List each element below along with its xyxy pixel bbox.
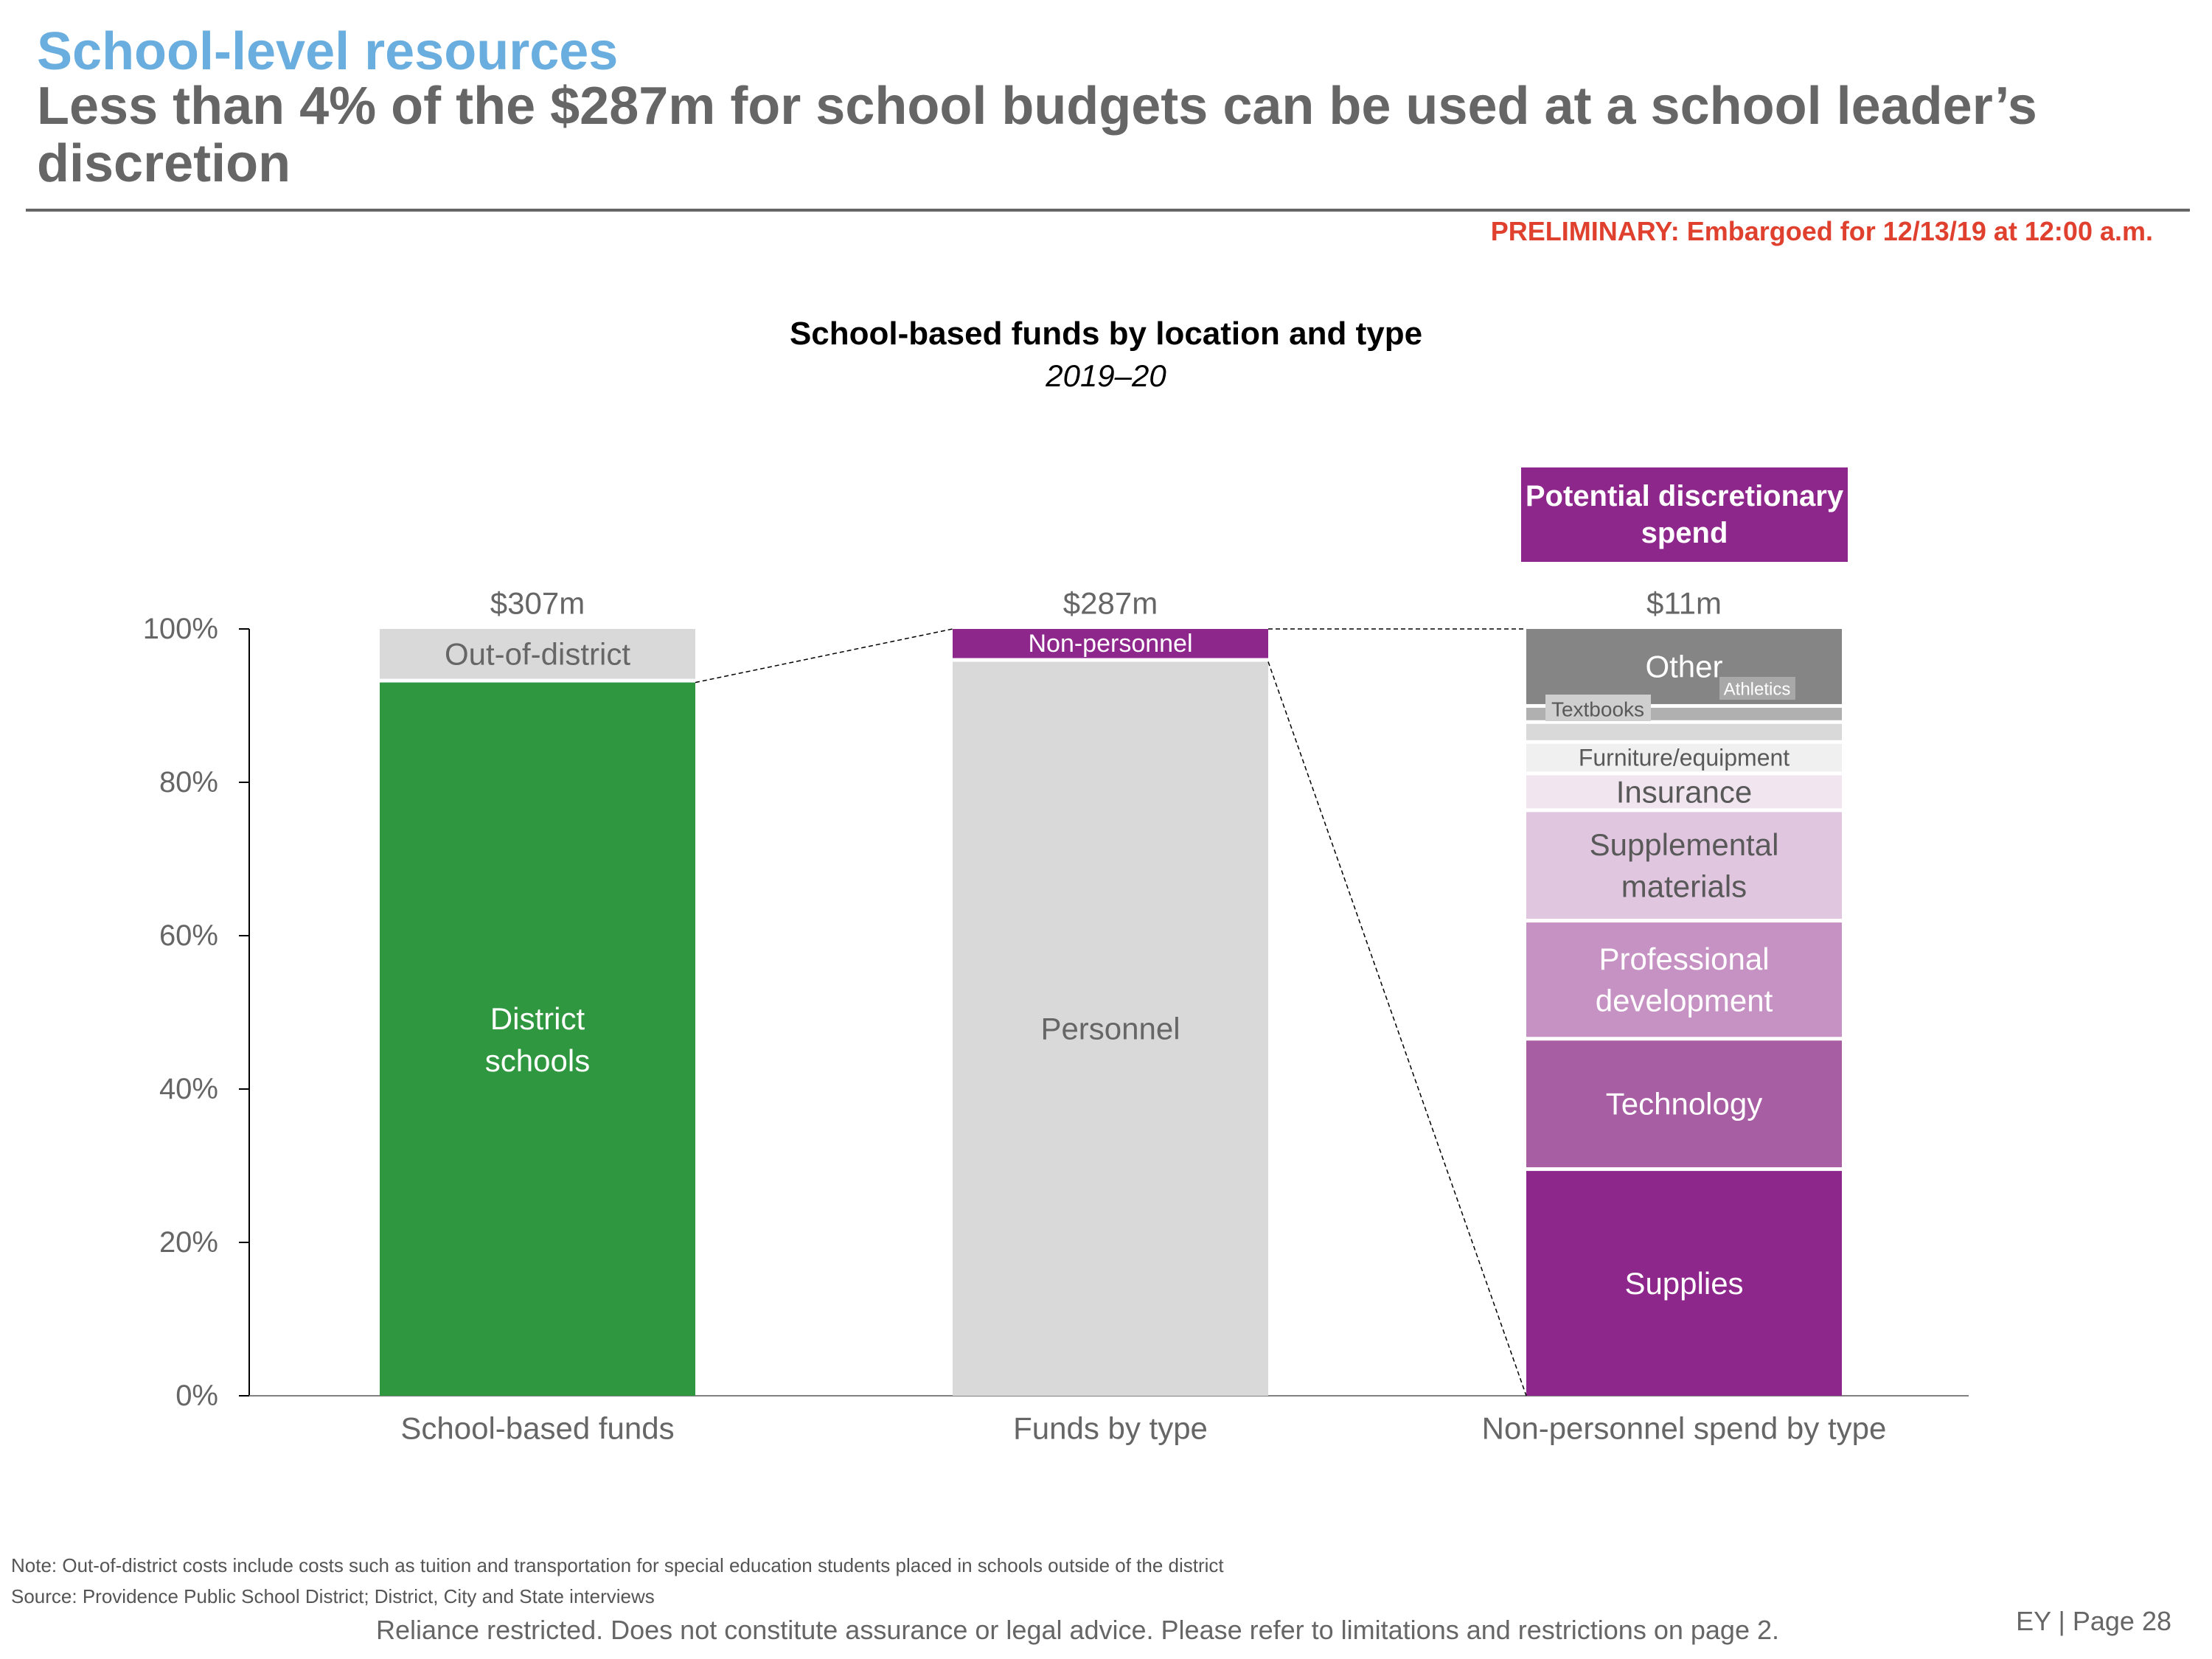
segment-label: materials xyxy=(1621,869,1747,904)
segment-label: Other xyxy=(1645,649,1722,684)
segment-label: Athletics xyxy=(1724,680,1791,700)
bar-segment xyxy=(953,629,1268,658)
y-tick-label: 60% xyxy=(159,919,218,952)
y-tick-label: 80% xyxy=(159,766,218,799)
title-divider xyxy=(26,209,2190,212)
segment-label: Non-personnel xyxy=(1028,630,1192,658)
y-tick-label: 100% xyxy=(143,613,218,645)
bar-segment xyxy=(1526,743,1842,772)
preliminary-banner: PRELIMINARY: Embargoed for 12/13/19 at 1… xyxy=(1490,216,2153,246)
bar-segment xyxy=(953,661,1268,1396)
y-tick-label: 0% xyxy=(175,1380,218,1412)
slide-headline: Less than 4% of the $287m for school bud… xyxy=(37,77,2037,193)
section-kicker: School-level resources xyxy=(37,22,619,81)
segment-label: Professional xyxy=(1599,942,1769,976)
bar-segment xyxy=(1526,922,1842,1037)
connector-line xyxy=(695,628,953,684)
bar-segment xyxy=(380,629,695,679)
x-category-label: Non-personnel spend by type xyxy=(1482,1411,1887,1446)
bar-segment xyxy=(1526,1171,1842,1396)
label-box xyxy=(1719,677,1795,700)
segment-label: schools xyxy=(485,1043,590,1078)
x-category-label: Funds by type xyxy=(1013,1411,1208,1446)
source-note: Source: Providence Public School Distric… xyxy=(11,1585,655,1607)
page-number: EY | Page 28 xyxy=(2016,1606,2171,1636)
bar-total-label: $307m xyxy=(490,586,585,621)
connector-line xyxy=(1267,661,1527,1397)
chart-subtitle: 2019–20 xyxy=(1046,358,1166,393)
segment-label: Personnel xyxy=(1040,1012,1180,1046)
y-tick-label: 20% xyxy=(159,1226,218,1259)
segment-label: Textbooks xyxy=(1551,698,1644,721)
discretionary-callout: Potential discretionary spend xyxy=(1521,467,1848,562)
chart-title: School-based funds by location and type xyxy=(789,316,1423,352)
segment-label: development xyxy=(1596,984,1773,1018)
segment-label: Technology xyxy=(1606,1087,1762,1121)
y-tick-label: 40% xyxy=(159,1073,218,1105)
footnote: Note: Out-of-district costs include cost… xyxy=(11,1554,1224,1576)
bar-segment xyxy=(1526,812,1842,919)
segment-label: Insurance xyxy=(1616,774,1752,809)
segment-label: Supplemental xyxy=(1590,827,1779,862)
x-category-label: School-based funds xyxy=(400,1411,674,1446)
segment-label: Furniture/equipment xyxy=(1579,745,1790,771)
bar-total-label: $11m xyxy=(1646,586,1722,621)
segment-label: Out-of-district xyxy=(445,636,630,671)
segment-label: District xyxy=(490,1001,585,1036)
disclaimer: Reliance restricted. Does not constitute… xyxy=(376,1615,1779,1645)
bar-segment xyxy=(1526,723,1842,740)
bar-segment xyxy=(380,682,695,1396)
bar-segment xyxy=(1526,1040,1842,1168)
label-box xyxy=(1545,695,1651,721)
bar-segment xyxy=(1526,775,1842,809)
bar-total-label: $287m xyxy=(1063,586,1158,621)
segment-label: Supplies xyxy=(1624,1266,1743,1301)
